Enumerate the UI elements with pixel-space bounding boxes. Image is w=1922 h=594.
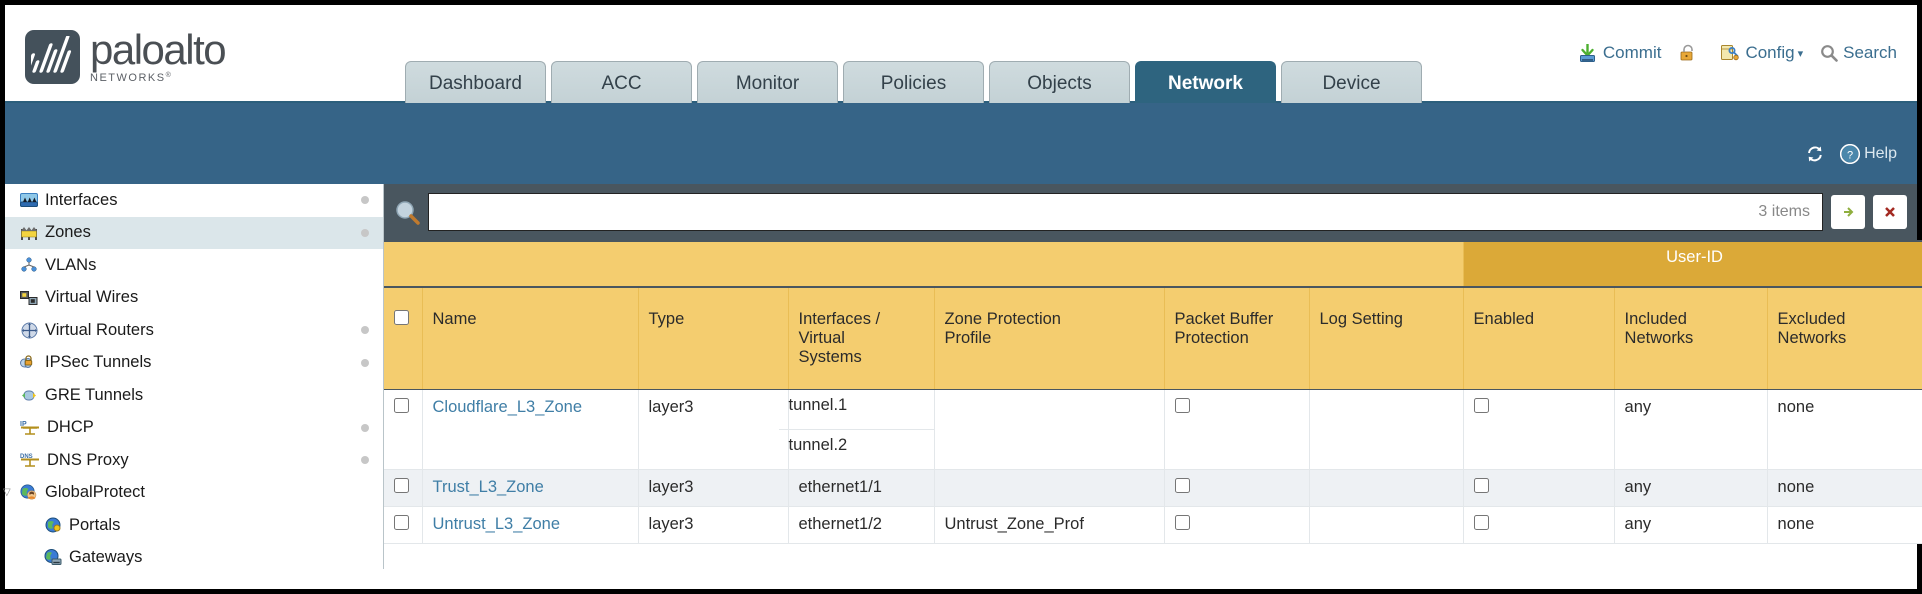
svg-text:?: ? [1847,149,1853,161]
